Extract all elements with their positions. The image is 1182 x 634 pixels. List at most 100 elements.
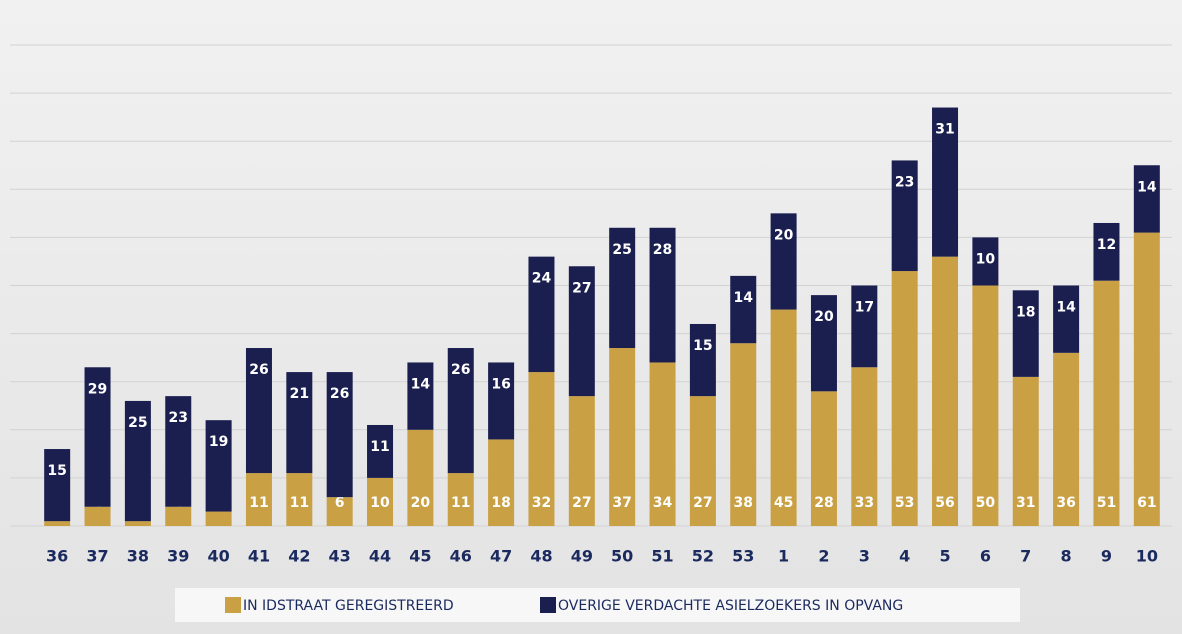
value-label: 11 [451, 495, 470, 511]
value-label: 10 [370, 495, 390, 511]
bar-segment [891, 160, 918, 272]
bar-segment [568, 396, 595, 526]
bar-segment [528, 372, 555, 526]
bar-segment [609, 348, 636, 526]
value-label: 27 [572, 495, 591, 511]
bar-segment [447, 348, 474, 474]
value-label: 14 [1137, 179, 1157, 195]
value-label: 18 [491, 495, 510, 511]
bar-segment [165, 506, 192, 526]
value-label: 36 [1056, 495, 1075, 511]
value-label: 15 [693, 338, 712, 354]
x-tick-label: 5 [939, 547, 950, 566]
x-tick-label: 50 [611, 547, 633, 566]
bar-segment [932, 107, 959, 257]
bar-segment [488, 362, 515, 440]
value-label: 14 [734, 290, 754, 306]
x-tick-label: 42 [288, 547, 310, 566]
bar-segment [245, 473, 272, 526]
bar-segment [972, 285, 999, 526]
x-tick-label: 3 [859, 547, 870, 566]
bar-segment [1053, 285, 1080, 353]
bar-segment [730, 343, 757, 526]
bar-segment [124, 521, 151, 526]
bar-segment [1093, 222, 1120, 281]
value-label: 20 [814, 309, 834, 325]
x-tick-label: 9 [1101, 547, 1112, 566]
value-label: 28 [653, 242, 672, 258]
value-label: 26 [249, 362, 268, 378]
value-label: 11 [290, 495, 309, 511]
bar-segment [447, 473, 474, 526]
x-tick-label: 8 [1061, 547, 1072, 566]
bar-segment [84, 367, 111, 507]
bar-segment [891, 271, 918, 526]
bar-segment [770, 309, 797, 526]
x-tick-label: 52 [692, 547, 714, 566]
value-label: 56 [935, 495, 954, 511]
x-tick-label: 41 [248, 547, 270, 566]
value-label: 24 [532, 271, 552, 287]
legend-label: OVERIGE VERDACHTE ASIELZOEKERS IN OPVANG [558, 598, 903, 614]
x-tick-label: 1 [778, 547, 789, 566]
bar-segment [367, 477, 394, 526]
value-label: 15 [47, 463, 66, 479]
bar-segment [1093, 280, 1120, 526]
bar-segment [367, 424, 394, 478]
bar-segment [44, 521, 71, 526]
value-label: 26 [330, 386, 349, 402]
x-tick-label: 37 [86, 547, 108, 566]
legend-swatch [225, 597, 241, 613]
bar-segment [407, 429, 434, 526]
value-label: 25 [128, 415, 147, 431]
x-tick-label: 44 [369, 547, 391, 566]
x-tick-label: 38 [127, 547, 149, 566]
value-label: 28 [814, 495, 833, 511]
value-label: 27 [572, 280, 591, 296]
x-tick-label: 10 [1136, 547, 1158, 566]
value-label: 23 [169, 410, 188, 426]
x-tick-label: 45 [409, 547, 431, 566]
value-label: 25 [612, 242, 631, 258]
bar-segment [649, 227, 676, 363]
bar-segment [851, 367, 878, 526]
value-label: 29 [88, 381, 107, 397]
value-label: 11 [370, 439, 389, 455]
bar-segment [609, 227, 636, 349]
value-label: 14 [411, 376, 431, 392]
bar-segment [1012, 376, 1039, 526]
value-label: 51 [1097, 495, 1116, 511]
x-tick-label: 49 [571, 547, 593, 566]
x-tick-label: 47 [490, 547, 512, 566]
x-tick-label: 6 [980, 547, 991, 566]
bar-segment [286, 473, 313, 526]
bar-segment [689, 323, 716, 397]
x-tick-label: 43 [329, 547, 351, 566]
x-tick-label: 7 [1020, 547, 1031, 566]
value-label: 20 [411, 495, 431, 511]
value-label: 20 [774, 227, 794, 243]
bar-segment [245, 348, 272, 474]
bar-segment [44, 449, 71, 522]
legend-swatch [540, 597, 556, 613]
value-label: 14 [1056, 300, 1076, 316]
x-tick-label: 48 [530, 547, 552, 566]
value-label: 21 [290, 386, 309, 402]
value-label: 34 [653, 495, 673, 511]
bar-segment [689, 396, 716, 526]
bar-segment [205, 511, 232, 526]
bar-segment [810, 295, 837, 392]
value-label: 38 [734, 495, 753, 511]
legend-label: IN IDSTRAAT GEREGISTREERD [243, 598, 454, 614]
x-tick-label: 4 [899, 547, 910, 566]
bar-segment [488, 439, 515, 526]
value-label: 32 [532, 495, 551, 511]
bar-segment [326, 497, 353, 526]
value-label: 6 [335, 495, 345, 511]
value-label: 31 [935, 122, 954, 138]
value-label: 16 [491, 376, 510, 392]
bar-segment [1053, 352, 1080, 526]
bar-segment [649, 362, 676, 526]
value-label: 18 [1016, 304, 1035, 320]
